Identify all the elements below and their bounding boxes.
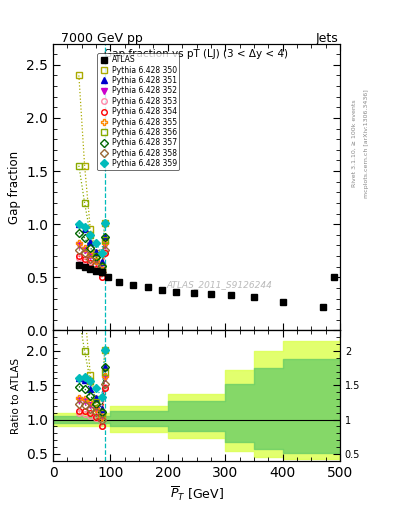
Pythia 6.428 353 bbox=[99, 274, 104, 281]
ATLAS bbox=[191, 290, 196, 296]
Pythia 6.428 359 bbox=[77, 221, 81, 227]
ATLAS bbox=[160, 287, 164, 293]
Pythia 6.428 354 bbox=[88, 261, 93, 267]
Pythia 6.428 351 bbox=[102, 234, 107, 240]
Pythia 6.428 357 bbox=[102, 234, 107, 240]
ATLAS bbox=[94, 268, 99, 274]
Pythia 6.428 352 bbox=[102, 242, 107, 248]
ATLAS bbox=[82, 264, 87, 270]
Line: Pythia 6.428 352: Pythia 6.428 352 bbox=[76, 243, 107, 272]
Pythia 6.428 350 bbox=[82, 163, 87, 169]
Pythia 6.428 357 bbox=[99, 263, 104, 269]
Pythia 6.428 351 bbox=[77, 221, 81, 227]
ATLAS bbox=[320, 304, 325, 310]
Line: Pythia 6.428 354: Pythia 6.428 354 bbox=[76, 250, 107, 280]
ATLAS bbox=[88, 266, 93, 272]
Pythia 6.428 355 bbox=[88, 251, 93, 257]
Line: Pythia 6.428 350: Pythia 6.428 350 bbox=[76, 73, 107, 269]
Pythia 6.428 356 bbox=[88, 232, 93, 238]
Pythia 6.428 359 bbox=[102, 220, 107, 226]
ATLAS bbox=[117, 279, 121, 285]
Pythia 6.428 359 bbox=[94, 240, 99, 246]
Pythia 6.428 353 bbox=[82, 258, 87, 264]
ATLAS bbox=[208, 291, 213, 297]
Pythia 6.428 355 bbox=[99, 267, 104, 273]
Pythia 6.428 358 bbox=[88, 256, 93, 262]
Pythia 6.428 356 bbox=[77, 163, 81, 169]
Pythia 6.428 358 bbox=[94, 262, 99, 268]
Pythia 6.428 356 bbox=[94, 253, 99, 259]
Pythia 6.428 357 bbox=[94, 254, 99, 260]
Line: ATLAS: ATLAS bbox=[76, 262, 325, 310]
Text: Rivet 3.1.10, ≥ 100k events: Rivet 3.1.10, ≥ 100k events bbox=[352, 99, 357, 187]
Pythia 6.428 354 bbox=[82, 256, 87, 262]
Pythia 6.428 355 bbox=[102, 240, 107, 246]
Pythia 6.428 351 bbox=[88, 239, 93, 245]
Y-axis label: Ratio to ATLAS: Ratio to ATLAS bbox=[11, 357, 21, 434]
Text: 7000 GeV pp: 7000 GeV pp bbox=[61, 32, 143, 45]
Text: Jets: Jets bbox=[316, 32, 339, 45]
Line: Pythia 6.428 358: Pythia 6.428 358 bbox=[76, 247, 107, 275]
Pythia 6.428 359 bbox=[88, 232, 93, 238]
ATLAS bbox=[252, 294, 256, 301]
Legend: ATLAS, Pythia 6.428 350, Pythia 6.428 351, Pythia 6.428 352, Pythia 6.428 353, P: ATLAS, Pythia 6.428 350, Pythia 6.428 35… bbox=[97, 53, 179, 170]
Pythia 6.428 354 bbox=[99, 274, 104, 281]
Pythia 6.428 352 bbox=[82, 247, 87, 253]
Pythia 6.428 353 bbox=[102, 249, 107, 255]
ATLAS bbox=[174, 289, 179, 295]
ATLAS bbox=[131, 282, 136, 288]
Pythia 6.428 352 bbox=[77, 242, 81, 248]
ATLAS bbox=[77, 262, 81, 268]
Pythia 6.428 358 bbox=[82, 250, 87, 256]
Pythia 6.428 357 bbox=[82, 235, 87, 241]
ATLAS bbox=[145, 284, 150, 290]
Text: mcplots.cern.ch [arXiv:1306.3436]: mcplots.cern.ch [arXiv:1306.3436] bbox=[364, 89, 369, 198]
Line: Pythia 6.428 356: Pythia 6.428 356 bbox=[76, 163, 107, 269]
ATLAS bbox=[229, 292, 233, 298]
Pythia 6.428 354 bbox=[102, 250, 107, 256]
Line: Pythia 6.428 351: Pythia 6.428 351 bbox=[76, 221, 107, 265]
Pythia 6.428 358 bbox=[99, 269, 104, 275]
Pythia 6.428 359 bbox=[82, 224, 87, 230]
Pythia 6.428 359 bbox=[99, 250, 104, 256]
Pythia 6.428 350 bbox=[77, 72, 81, 78]
Line: Pythia 6.428 357: Pythia 6.428 357 bbox=[76, 230, 107, 268]
Pythia 6.428 354 bbox=[94, 266, 99, 272]
Pythia 6.428 350 bbox=[99, 264, 104, 270]
Text: ATLAS_2011_S9126244: ATLAS_2011_S9126244 bbox=[167, 280, 272, 289]
Line: Pythia 6.428 359: Pythia 6.428 359 bbox=[76, 220, 107, 255]
ATLAS bbox=[99, 269, 104, 275]
Line: Pythia 6.428 355: Pythia 6.428 355 bbox=[76, 241, 107, 272]
Pythia 6.428 353 bbox=[88, 263, 93, 269]
Pythia 6.428 356 bbox=[102, 237, 107, 243]
Pythia 6.428 350 bbox=[88, 226, 93, 232]
Pythia 6.428 356 bbox=[82, 200, 87, 206]
Pythia 6.428 357 bbox=[77, 229, 81, 236]
Pythia 6.428 356 bbox=[99, 264, 104, 270]
Pythia 6.428 352 bbox=[94, 259, 99, 265]
Pythia 6.428 354 bbox=[77, 253, 81, 259]
Pythia 6.428 352 bbox=[88, 253, 93, 259]
Pythia 6.428 357 bbox=[88, 244, 93, 250]
X-axis label: $\overline{P}_T$ [GeV]: $\overline{P}_T$ [GeV] bbox=[169, 485, 224, 503]
Pythia 6.428 353 bbox=[77, 255, 81, 261]
Pythia 6.428 358 bbox=[102, 247, 107, 253]
Line: Pythia 6.428 353: Pythia 6.428 353 bbox=[76, 249, 107, 280]
Pythia 6.428 350 bbox=[102, 220, 107, 226]
Pythia 6.428 350 bbox=[94, 250, 99, 256]
Text: Gap fraction vs pT (LJ) (3 < Δy < 4): Gap fraction vs pT (LJ) (3 < Δy < 4) bbox=[105, 49, 288, 59]
Pythia 6.428 355 bbox=[77, 240, 81, 246]
ATLAS bbox=[280, 299, 285, 305]
Y-axis label: Gap fraction: Gap fraction bbox=[7, 151, 21, 224]
Pythia 6.428 358 bbox=[77, 247, 81, 253]
Pythia 6.428 353 bbox=[94, 267, 99, 273]
Pythia 6.428 355 bbox=[82, 244, 87, 250]
Pythia 6.428 351 bbox=[94, 249, 99, 255]
Pythia 6.428 352 bbox=[99, 267, 104, 273]
Pythia 6.428 355 bbox=[94, 258, 99, 264]
ATLAS bbox=[105, 274, 110, 281]
Pythia 6.428 351 bbox=[99, 259, 104, 265]
Pythia 6.428 351 bbox=[82, 226, 87, 232]
